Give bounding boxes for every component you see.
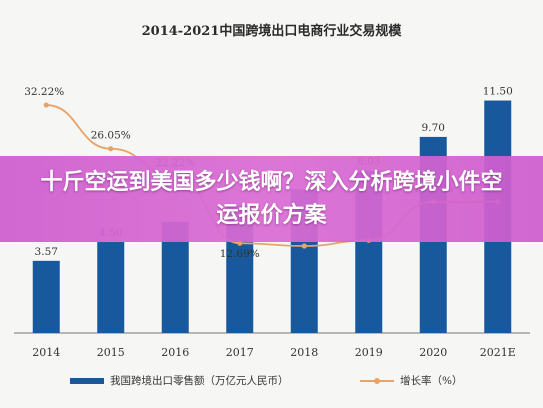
bar-value-label: 11.50: [483, 86, 513, 98]
x-tick-label: 2020: [419, 346, 447, 359]
x-tick-label: 2019: [355, 346, 383, 359]
growth-value-label: 32.22%: [24, 86, 64, 98]
legend-item-sales: 我国跨境出口零售额（万亿元人民币）: [70, 373, 289, 388]
growth-value-label: 12.69%: [220, 248, 260, 260]
x-tick-label: 2016: [161, 346, 189, 359]
growth-rate-point: [301, 243, 307, 249]
overlay-headline: 十斤空运到美国多少钱啊？深入分析跨境小件空运报价方案: [40, 170, 503, 228]
bar-value-label: 9.70: [422, 122, 445, 134]
x-tick-label: 2018: [290, 346, 318, 359]
chart-title: 2014-2021中国跨境出口电商行业交易规模: [141, 24, 402, 39]
growth-rate-point: [108, 146, 114, 152]
bar: [32, 260, 60, 333]
bar: [97, 242, 125, 333]
growth-value-label: 26.05%: [91, 130, 131, 142]
x-tick-label: 2021E: [480, 346, 516, 359]
growth-rate-point: [43, 102, 49, 108]
x-tick-label: 2015: [97, 346, 125, 359]
legend-label-sales: 我国跨境出口零售额（万亿元人民币）: [110, 375, 289, 387]
legend-swatch-bar: [70, 377, 104, 384]
legend-item-growth: 增长率（%）: [360, 373, 462, 388]
x-tick-label: 2017: [226, 346, 254, 359]
chart-legend: 我国跨境出口零售额（万亿元人民币） 增长率（%）: [0, 373, 543, 391]
overlay-banner: 十斤空运到美国多少钱啊？深入分析跨境小件空运报价方案: [0, 156, 543, 242]
x-tick-label: 2014: [32, 346, 60, 359]
bar-value-label: 3.57: [35, 246, 58, 258]
legend-swatch-line: [360, 377, 394, 385]
legend-label-growth: 增长率（%）: [400, 375, 463, 387]
